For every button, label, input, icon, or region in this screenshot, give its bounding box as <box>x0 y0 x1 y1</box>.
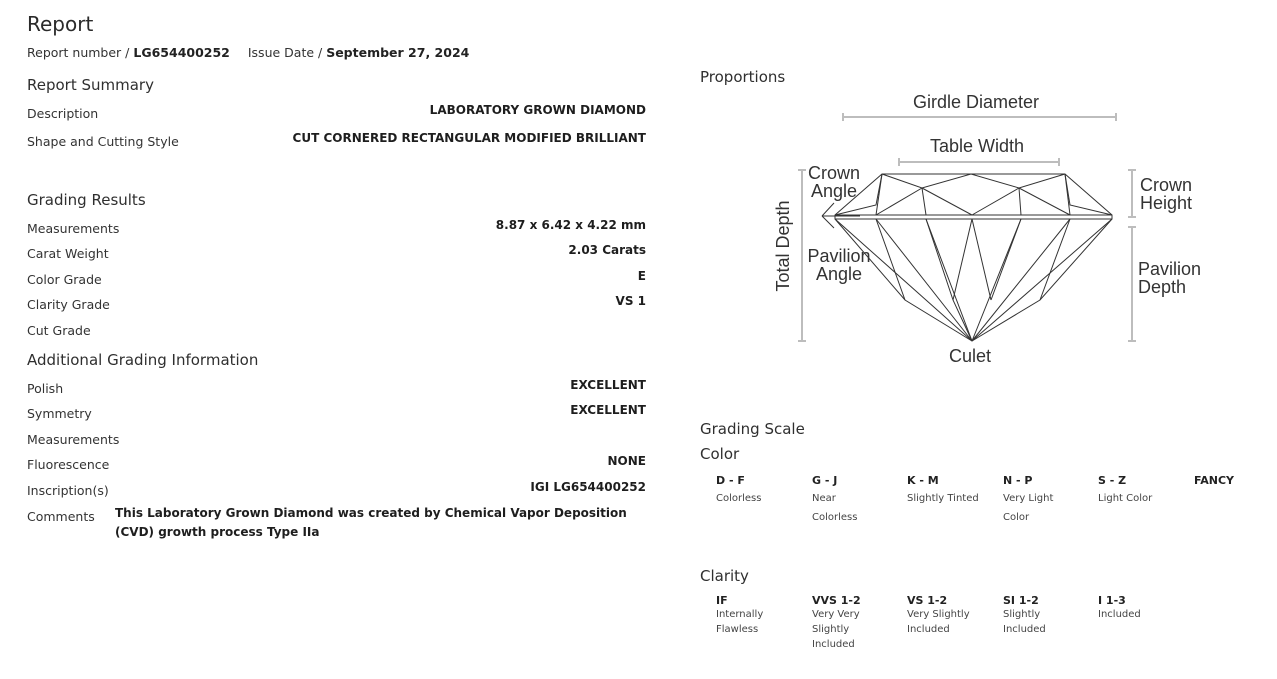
clarity-desc: Slightly <box>812 624 850 635</box>
polish-value: EXCELLENT <box>570 378 646 392</box>
clarity-desc: Very Very <box>812 609 860 620</box>
pavilion-depth-label-line1: Pavilion <box>1138 259 1201 279</box>
color-scale-item-sz: S - Z Light Color <box>1098 474 1152 506</box>
proportions-title: Proportions <box>700 68 786 86</box>
clarity-grade: SI 1-2 <box>1003 594 1039 607</box>
color-grade: K - M <box>907 474 939 487</box>
additional-info-title: Additional Grading Information <box>27 351 259 369</box>
comments-value: This Laboratory Grown Diamond was create… <box>115 506 627 539</box>
carat-weight-value: 2.03 Carats <box>568 243 646 257</box>
clarity-desc: Flawless <box>716 624 759 635</box>
clarity-scale-item-si: SI 1-2 Slightly Included <box>1003 594 1046 637</box>
inscription-label: Inscription(s) <box>27 483 109 498</box>
grading-scale-title: Grading Scale <box>700 420 805 438</box>
clarity-desc: Included <box>812 639 855 650</box>
cut-grade-label: Cut Grade <box>27 323 91 338</box>
color-desc: Light Color <box>1098 493 1153 504</box>
crown-angle-label-line2: Angle <box>811 181 857 201</box>
report-number-label: Report number / <box>27 45 130 60</box>
crown-height-label-line1: Crown <box>1140 175 1192 195</box>
description-label: Description <box>27 106 99 121</box>
inscription-value: IGI LG654400252 <box>530 480 646 494</box>
clarity-grade: IF <box>716 594 728 607</box>
carat-weight-label: Carat Weight <box>27 246 109 261</box>
clarity-grade: VS 1-2 <box>907 594 948 607</box>
color-scale-item-np: N - P Very Light Color <box>1003 474 1053 525</box>
fluorescence-label: Fluorescence <box>27 457 110 472</box>
issue-date-label: Issue Date / <box>247 45 323 60</box>
color-grade: G - J <box>812 474 838 487</box>
symmetry-value: EXCELLENT <box>570 403 646 417</box>
clarity-scale-title: Clarity <box>700 567 749 585</box>
grading-results-title: Grading Results <box>27 191 146 209</box>
color-desc: Colorless <box>812 512 858 523</box>
issue-date: September 27, 2024 <box>326 45 470 60</box>
color-grade: FANCY <box>1194 474 1235 487</box>
clarity-desc: Slightly <box>1003 609 1041 620</box>
color-desc: Slightly Tinted <box>907 493 979 504</box>
color-grade: S - Z <box>1098 474 1127 487</box>
girdle-diameter-label: Girdle Diameter <box>913 92 1039 112</box>
color-scale-title: Color <box>700 445 740 463</box>
clarity-desc: Included <box>907 624 950 635</box>
color-desc: Colorless <box>716 493 762 504</box>
clarity-grade: I 1-3 <box>1098 594 1126 607</box>
clarity-scale-item-vs: VS 1-2 Very Slightly Included <box>907 594 970 637</box>
clarity-scale-item-vvs: VVS 1-2 Very Very Slightly Included <box>812 594 861 652</box>
shape-value: CUT CORNERED RECTANGULAR MODIFIED BRILLI… <box>292 131 646 145</box>
color-grade: N - P <box>1003 474 1033 487</box>
fluorescence-value: NONE <box>607 454 646 468</box>
additional-measurements-label: Measurements <box>27 432 120 447</box>
color-scale-item-df: D - F Colorless <box>716 474 761 506</box>
comments-label: Comments <box>27 509 95 524</box>
pavilion-angle-label-line1: Pavilion <box>807 246 870 266</box>
report-meta: Report number / LG654400252 Issue Date /… <box>27 45 469 60</box>
color-grade-label: Color Grade <box>27 272 102 287</box>
pavilion-depth-label-line2: Depth <box>1138 277 1186 297</box>
polish-label: Polish <box>27 381 64 396</box>
crown-angle-label-line1: Crown <box>808 163 860 183</box>
shape-label: Shape and Cutting Style <box>27 134 179 149</box>
color-desc: Very Light <box>1003 493 1054 504</box>
culet-label: Culet <box>949 346 991 366</box>
clarity-desc: Very Slightly <box>907 609 970 620</box>
color-desc: Color <box>1003 512 1030 523</box>
proportions-diagram: Girdle Diameter Table Width Crown Angle … <box>773 92 1201 366</box>
clarity-desc: Included <box>1003 624 1046 635</box>
color-scale-item-gj: G - J Near Colorless <box>812 474 857 525</box>
symmetry-label: Symmetry <box>27 406 92 421</box>
color-grade: D - F <box>716 474 745 487</box>
total-depth-label: Total Depth <box>773 200 793 291</box>
clarity-grade-value: VS 1 <box>615 294 646 308</box>
clarity-grade-label: Clarity Grade <box>27 297 110 312</box>
crown-height-label-line2: Height <box>1140 193 1192 213</box>
page-title: Report <box>27 12 94 36</box>
clarity-scale-item-i: I 1-3 Included <box>1098 594 1141 622</box>
measurements-value: 8.87 x 6.42 x 4.22 mm <box>495 218 646 232</box>
report-number: LG654400252 <box>133 45 230 60</box>
clarity-grade: VVS 1-2 <box>812 594 861 607</box>
table-width-label: Table Width <box>930 136 1024 156</box>
color-grade-value: E <box>637 269 646 283</box>
clarity-desc: Included <box>1098 609 1141 620</box>
diamond-outline <box>834 173 1113 342</box>
color-scale-item-km: K - M Slightly Tinted <box>907 474 979 506</box>
description-value: LABORATORY GROWN DIAMOND <box>429 103 646 117</box>
pavilion-angle-label-line2: Angle <box>816 264 862 284</box>
report-summary-title: Report Summary <box>27 76 154 94</box>
clarity-desc: Internally <box>716 609 764 620</box>
clarity-scale-item-if: IF Internally Flawless <box>716 594 763 637</box>
measurements-label: Measurements <box>27 221 120 236</box>
color-scale-item-fancy: FANCY <box>1194 474 1234 487</box>
color-desc: Near <box>812 493 836 504</box>
